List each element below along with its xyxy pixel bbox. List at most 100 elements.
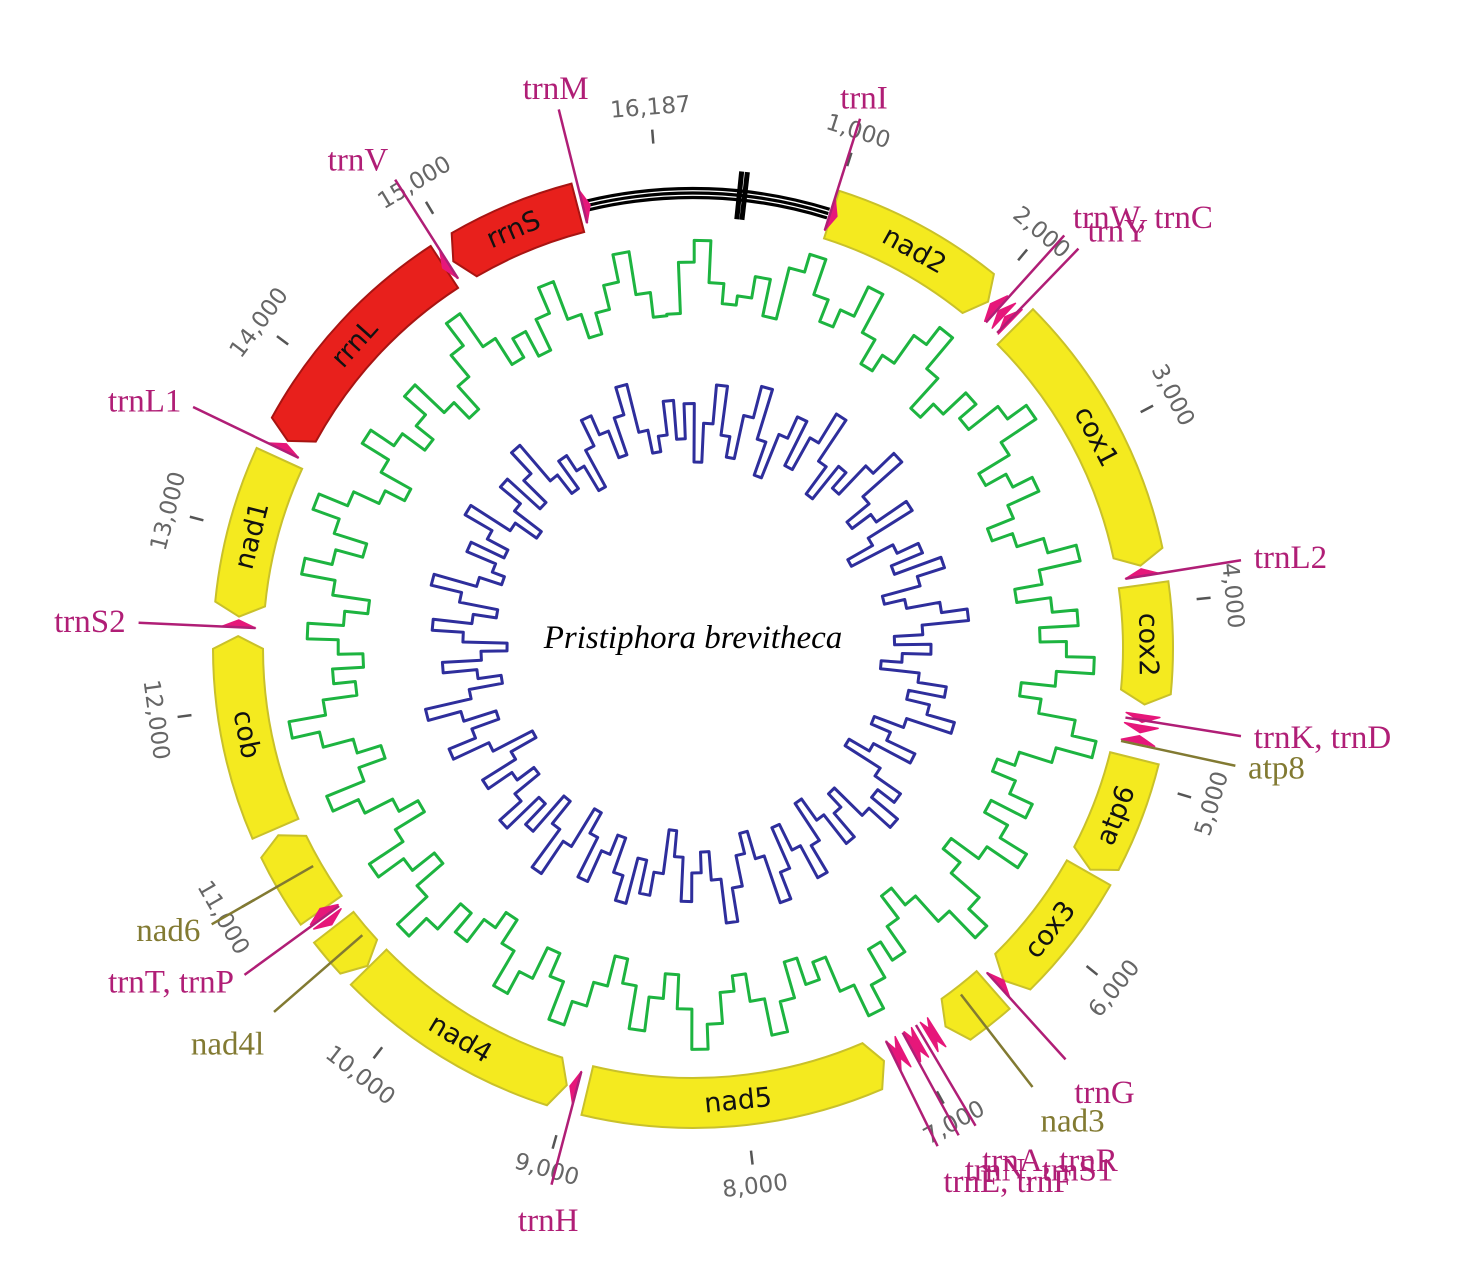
trna-arrow-11 [910, 1026, 930, 1058]
callout-leader [1120, 739, 1236, 768]
position-label: 9,000 [511, 1148, 581, 1191]
trna-arrow-17 [309, 903, 339, 926]
position-label: 6,000 [1084, 955, 1146, 1023]
position-label: 12,000 [138, 678, 174, 761]
position-tick-mark [177, 713, 192, 719]
trna-arrow-6 [1123, 721, 1159, 734]
position-label: 10,000 [320, 1041, 399, 1111]
gene-block-cox2 [1117, 580, 1174, 706]
trna-arrow-3 [997, 308, 1023, 335]
trna-arrow-12 [903, 1031, 922, 1063]
position-tick-mark [1196, 596, 1211, 601]
callout-label-trnL2: trnL2 [1254, 540, 1327, 576]
callout-leader [273, 934, 364, 1013]
position-label: 8,000 [721, 1170, 789, 1203]
gene-label-nad5: nad5 [703, 1082, 774, 1120]
position-tick-mark [1017, 248, 1029, 262]
control-region [586, 171, 831, 221]
callout-leader [192, 405, 300, 459]
position-label: 3,000 [1146, 360, 1200, 430]
callout-leader [211, 864, 314, 926]
callout-label-trnT-trnP: trnT, trnP [108, 965, 234, 1001]
control-region-strand [586, 186, 831, 211]
callout-label-trnM: trnM [523, 71, 589, 107]
control-region-strand [588, 195, 828, 220]
callout-leader [1125, 559, 1242, 580]
control-region-break-mark [739, 171, 750, 221]
callout-leader [959, 993, 1034, 1088]
callout-leader [985, 234, 1066, 324]
position-tick-mark [935, 1090, 945, 1105]
callout-label-trnV: trnV [328, 143, 389, 179]
gene-block-segment-8 [312, 910, 379, 975]
callout-leader [394, 179, 460, 280]
gene-block-cob [211, 634, 300, 841]
callout-leader [901, 1031, 960, 1136]
callout-label-trnG: trnG [1074, 1075, 1135, 1111]
callout-leader [914, 1024, 977, 1127]
callout-leader [138, 621, 256, 630]
position-tick-mark [424, 201, 435, 215]
gene-block-cox1 [996, 307, 1164, 567]
trna-arrow-5 [1125, 711, 1161, 723]
gene-block-nad1 [214, 446, 304, 618]
callout-label-nad6: nad6 [136, 913, 200, 949]
callout-leader [823, 118, 862, 231]
callout-leader [884, 1040, 939, 1147]
at-skew-track [424, 382, 971, 925]
trna-arrow-10 [919, 1021, 939, 1053]
gene-block-rrnS [450, 182, 586, 278]
callout-leader [996, 247, 1080, 334]
gene-label-cox2: cox2 [1132, 613, 1163, 677]
control-region-strand [587, 191, 829, 216]
callout-label-trnA-trnR: trnA, trnR [982, 1143, 1118, 1179]
position-tick-mark [551, 1134, 558, 1150]
trna-arrow-16 [312, 907, 342, 930]
gene-block-segment-9 [260, 834, 344, 927]
callout-label-nad3: nad3 [1040, 1103, 1104, 1139]
position-tick-mark [1177, 792, 1192, 799]
callout-label-trnN-trnS1: trnN, trnS1 [965, 1153, 1113, 1189]
position-label: 13,000 [146, 469, 191, 553]
gc-skew-line [287, 238, 1098, 1051]
position-tick-mark [372, 1046, 384, 1060]
callout-label-trnW-trnC: trnW, trnC [1073, 200, 1213, 236]
callout-leader [1125, 716, 1242, 738]
callout-label-atp8: atp8 [1248, 751, 1305, 787]
trna-arrow-7 [1120, 734, 1156, 748]
position-label: 2,000 [1008, 202, 1075, 264]
position-tick-mark [845, 152, 853, 167]
callout-leader [243, 904, 340, 976]
position-tick-mark [749, 1150, 754, 1165]
position-tick-mark [1085, 965, 1099, 976]
callout-label-trnL1: trnL1 [108, 383, 181, 419]
callout-label-trnS2: trnS2 [54, 604, 126, 640]
position-label: 7,000 [919, 1096, 989, 1151]
species-title: Pristiphora brevitheca [543, 620, 842, 656]
callout-leader [986, 971, 1067, 1061]
position-label: 16,187 [609, 92, 691, 124]
trna-arrow-1 [983, 295, 1009, 323]
position-tick-mark [189, 515, 204, 522]
callout-label-trnK-trnD: trnK, trnD [1254, 720, 1391, 756]
callout-label-trnY: trnY [1087, 213, 1148, 249]
callout-label-trnE-trnF: trnE, trnF [943, 1164, 1071, 1200]
trna-arrow-9 [926, 1017, 947, 1048]
callout-label-trnH: trnH [518, 1203, 579, 1239]
position-label: 5,000 [1190, 768, 1234, 839]
gc-skew-track [287, 238, 1098, 1051]
gene-block-segment-5 [940, 969, 1012, 1041]
gene-block-nad2 [822, 189, 996, 315]
position-tick-mark [650, 129, 655, 144]
position-tick-mark [1140, 404, 1154, 414]
callout-label-trnI: trnI [840, 80, 888, 116]
callout-leader [550, 1071, 583, 1185]
position-tick-mark [276, 335, 289, 346]
gene-block-nad4 [349, 948, 568, 1107]
callout-label-nad4l: nad4l [191, 1026, 264, 1062]
trna-arrow-13 [894, 1035, 912, 1068]
at-skew-line [424, 382, 971, 925]
callout-leader [557, 109, 589, 224]
